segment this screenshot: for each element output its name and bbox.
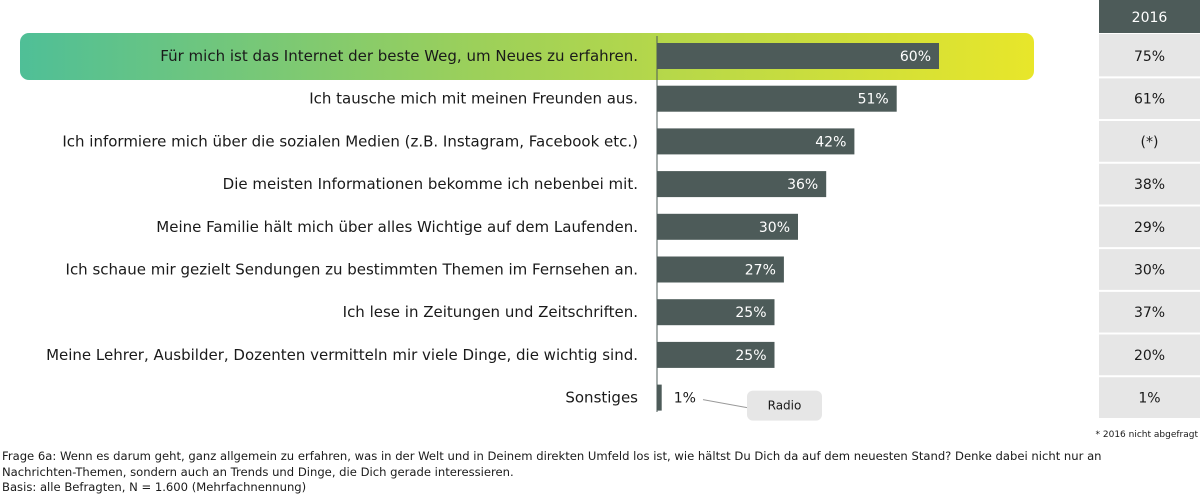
bar	[657, 128, 855, 155]
category-label: Die meisten Informationen bekomme ich ne…	[223, 175, 638, 193]
callout: Radio	[702, 390, 822, 421]
category-label: Meine Familie hält mich über alles Wicht…	[156, 218, 638, 236]
question-line-2: Nachrichten-Themen, sondern auch an Tren…	[2, 464, 514, 479]
value-label: 36%	[787, 177, 818, 193]
column-cell: 30%	[1134, 263, 1165, 279]
value-label: 1%	[674, 391, 696, 407]
footnote: * 2016 nicht abgefragt	[1095, 430, 1198, 440]
category-label: Meine Lehrer, Ausbilder, Dozenten vermit…	[46, 346, 638, 364]
value-labels: 60% 51% 42% 36% 30% 27% 25% 25% 1%	[674, 49, 931, 407]
bar	[657, 85, 897, 112]
category-label: Ich schaue mir gezielt Sendungen zu best…	[66, 261, 638, 279]
category-label: Für mich ist das Internet der beste Weg,…	[160, 47, 638, 65]
value-label: 27%	[745, 263, 776, 279]
value-label: 42%	[815, 134, 846, 150]
bar	[657, 384, 662, 411]
bar	[657, 299, 775, 326]
basis-line: Basis: alle Befragten, N = 1.600 (Mehrfa…	[2, 480, 307, 494]
column-body-bg	[1099, 34, 1200, 418]
bar	[657, 171, 827, 198]
category-label: Ich tausche mich mit meinen Freunden aus…	[309, 90, 638, 108]
chart: 2016 75% 61% (*) 38% 29% 30% 37% 20% 1% Für mich …	[20, 0, 1200, 421]
question-text: Frage 6a: Wenn es darum geht, ganz allge…	[2, 449, 1198, 496]
bar	[657, 256, 784, 283]
column-header-bg	[1099, 0, 1200, 33]
column-cell: 29%	[1134, 220, 1165, 236]
category-label: Ich informiere mich über die sozialen Me…	[62, 132, 638, 150]
column-cell: 20%	[1134, 348, 1165, 364]
value-label: 51%	[858, 92, 889, 108]
value-label: 30%	[759, 220, 790, 236]
column-cell: 75%	[1134, 49, 1165, 65]
bar	[657, 43, 939, 69]
value-label: 25%	[735, 348, 766, 364]
callout-box	[747, 390, 822, 421]
category-label: Sonstiges	[565, 389, 638, 407]
column-cell: (*)	[1141, 134, 1159, 150]
comparison-column: 2016 75% 61% (*) 38% 29% 30% 37% 20% 1%	[1099, 0, 1200, 418]
question-line-1: Frage 6a: Wenn es darum geht, ganz allge…	[2, 449, 1102, 463]
column-header-label: 2016	[1132, 10, 1168, 26]
category-labels: Für mich ist das Internet der beste Weg,…	[46, 47, 638, 407]
bars	[657, 43, 939, 411]
value-label: 25%	[735, 305, 766, 321]
column-cell: 61%	[1134, 92, 1165, 108]
callout-text: Radio	[768, 399, 802, 413]
callout-leader	[702, 399, 748, 409]
column-cell: 1%	[1138, 391, 1160, 407]
bar	[657, 341, 775, 368]
category-label: Ich lese in Zeitungen und Zeitschriften.	[343, 303, 638, 321]
column-cell: 37%	[1134, 305, 1165, 321]
bar	[657, 213, 798, 240]
column-cell: 38%	[1134, 177, 1165, 193]
value-label: 60%	[900, 49, 931, 65]
